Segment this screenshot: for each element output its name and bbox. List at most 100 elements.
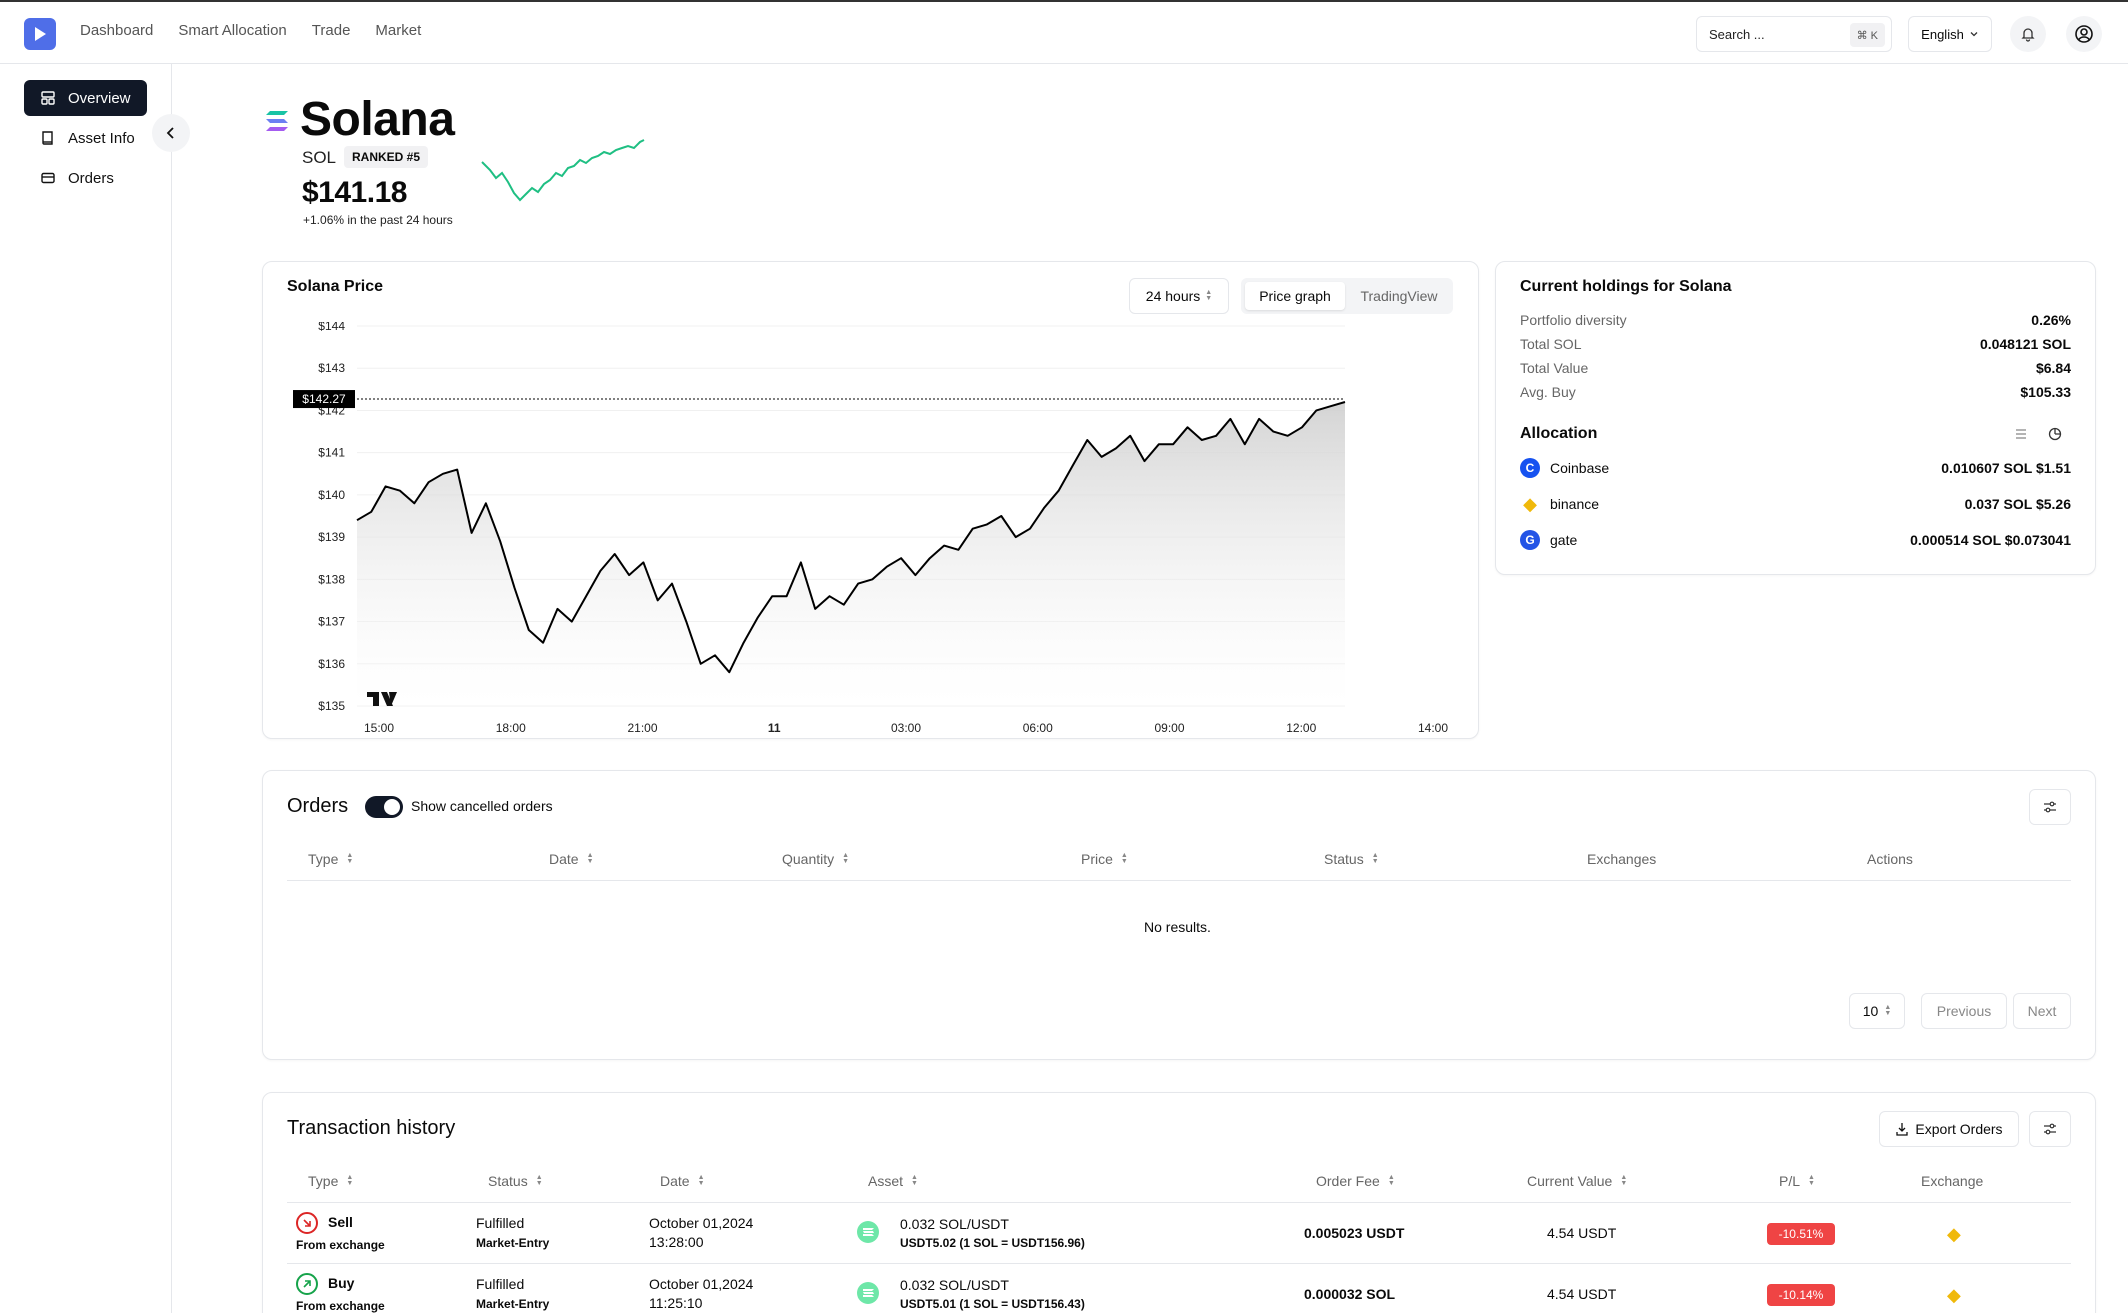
divider: [287, 1263, 2071, 1264]
language-select[interactable]: English: [1908, 16, 1992, 52]
chevron-down-icon: [1970, 32, 1978, 37]
history-title: Transaction history: [287, 1117, 456, 1139]
allocation-value: 0.010607 SOL $1.51: [1941, 460, 2071, 476]
col-quantity[interactable]: Quantity ▲ ▼: [782, 851, 850, 867]
price-chart[interactable]: $144$143$142$141$140$139$138$137$136$135…: [263, 322, 1478, 732]
range-label: 24 hours: [1145, 288, 1201, 304]
tx-time: 11:25:10: [649, 1295, 703, 1311]
export-label: Export Orders: [1915, 1121, 2003, 1137]
app-logo[interactable]: [24, 18, 56, 50]
next-page-button[interactable]: Next: [2013, 993, 2071, 1029]
col-status[interactable]: Status ▲ ▼: [1324, 851, 1379, 867]
y-tick-label: $136: [318, 657, 345, 671]
tx-date: October 01,2024: [649, 1215, 754, 1231]
orders-card: Orders Show cancelled orders Type ▲ ▼ Date…: [262, 770, 2096, 1060]
account-button[interactable]: [2066, 16, 2102, 52]
binance-icon: ◆: [1520, 494, 1540, 514]
tx-asset-sub: USDT5.02 (1 SOL = USDT156.96): [900, 1236, 1085, 1250]
list-view-icon[interactable]: [2014, 427, 2028, 441]
history-filter-button[interactable]: [2029, 1111, 2071, 1147]
nav-market[interactable]: Market: [375, 22, 422, 39]
x-tick-label: 15:00: [364, 721, 394, 732]
pie-view-icon[interactable]: [2048, 427, 2062, 441]
card-icon: [41, 172, 55, 184]
search-placeholder: Search ...: [1709, 26, 1765, 42]
tradingview-logo-icon: [367, 692, 397, 706]
sell-arrow-icon: [296, 1212, 318, 1234]
export-orders-button[interactable]: Export Orders: [1879, 1111, 2019, 1147]
rank-badge: RANKED #5: [344, 146, 429, 168]
range-select[interactable]: 24 hours ▲ ▼: [1129, 278, 1229, 314]
pl-badge: -10.51%: [1767, 1223, 1835, 1245]
empty-state: No results.: [1144, 919, 1211, 935]
nav-smart-allocation[interactable]: Smart Allocation: [178, 22, 287, 39]
current-price-tag: [293, 390, 355, 409]
sidebar-item-orders[interactable]: Orders: [24, 160, 147, 196]
col-price[interactable]: Price ▲ ▼: [1081, 851, 1128, 867]
play-logo-icon: [35, 27, 46, 41]
col-order-fee[interactable]: Order Fee ▲ ▼: [1316, 1173, 1395, 1189]
allocation-row-coinbase[interactable]: C Coinbase 0.010607 SOL $1.51: [1520, 456, 2071, 480]
sidebar-item-label: Orders: [68, 169, 114, 187]
col-type[interactable]: Type ▲ ▼: [308, 851, 354, 867]
col-pl[interactable]: P/L ▲ ▼: [1779, 1173, 1815, 1189]
nav-trade[interactable]: Trade: [311, 22, 351, 39]
tx-asset: 0.032 SOL/USDT: [900, 1277, 1009, 1293]
holding-value: $6.84: [2035, 360, 2071, 376]
allocation-value: 0.037 SOL $5.26: [1964, 496, 2071, 512]
tx-status: Fulfilled: [476, 1276, 525, 1292]
binance-icon: ◆: [1947, 1285, 1961, 1305]
exchange-name: binance: [1550, 496, 1600, 512]
divider: [287, 1202, 2071, 1203]
sidebar-item-overview[interactable]: Overview: [24, 80, 147, 116]
allocation-title: Allocation: [1520, 425, 1598, 442]
sidebar: Overview Asset Info Orders: [0, 64, 172, 1313]
tx-type-sub: From exchange: [296, 1299, 385, 1313]
gate-icon: G: [1520, 530, 1540, 550]
y-tick-label: $144: [318, 322, 345, 333]
tx-date: October 01,2024: [649, 1276, 754, 1292]
nav-dashboard[interactable]: Dashboard: [80, 22, 154, 39]
y-tick-label: $138: [318, 572, 345, 586]
page-size-select[interactable]: 10 ▲ ▼: [1849, 993, 1905, 1029]
allocation-value: 0.000514 SOL $0.073041: [1910, 532, 2071, 548]
col-date[interactable]: Date ▲ ▼: [549, 851, 594, 867]
allocation-row-gate[interactable]: G gate 0.000514 SOL $0.073041: [1520, 528, 2071, 552]
holding-label: Portfolio diversity: [1520, 312, 1627, 328]
holding-label: Avg. Buy: [1520, 384, 1576, 400]
notifications-button[interactable]: [2010, 16, 2046, 52]
top-nav: Dashboard Smart Allocation Trade Market: [80, 22, 421, 39]
y-tick-label: $140: [318, 488, 345, 502]
search-input[interactable]: Search ... ⌘ K: [1696, 16, 1892, 52]
x-tick-label: 09:00: [1154, 721, 1184, 732]
tab-tradingview[interactable]: TradingView: [1360, 288, 1438, 304]
binance-icon: ◆: [1947, 1224, 1961, 1244]
asset-price: $141.18: [302, 176, 407, 209]
asset-name: Solana: [300, 93, 455, 146]
show-cancelled-toggle[interactable]: [365, 796, 403, 818]
transaction-history-card: Transaction history Export Orders Type ▲ ▼…: [262, 1092, 2096, 1313]
holding-label: Total SOL: [1520, 336, 1582, 352]
col-asset[interactable]: Asset ▲ ▼: [868, 1173, 918, 1189]
y-tick-label: $137: [318, 615, 345, 629]
orders-filter-button[interactable]: [2029, 789, 2071, 825]
tx-status: Fulfilled: [476, 1215, 525, 1231]
price-line: [356, 401, 1346, 674]
buy-arrow-icon: [296, 1273, 318, 1295]
sidebar-item-asset-info[interactable]: Asset Info: [24, 120, 147, 156]
updown-icon: ▲ ▼: [1205, 289, 1213, 302]
holding-row-avg-buy: Avg. Buy $105.33: [1520, 384, 2071, 404]
tx-status-sub: Market-Entry: [476, 1236, 550, 1250]
holding-row-total-value: Total Value $6.84: [1520, 360, 2071, 380]
col-status[interactable]: Status ▲ ▼: [488, 1173, 543, 1189]
collapse-sidebar-button[interactable]: [152, 114, 190, 152]
allocation-row-binance[interactable]: ◆ binance 0.037 SOL $5.26: [1520, 492, 2071, 516]
col-current-value[interactable]: Current Value ▲ ▼: [1527, 1173, 1628, 1189]
tx-asset: 0.032 SOL/USDT: [900, 1216, 1009, 1232]
col-type[interactable]: Type ▲ ▼: [308, 1173, 354, 1189]
tab-price-graph[interactable]: Price graph: [1245, 282, 1345, 310]
orders-title: Orders: [287, 795, 349, 817]
previous-page-button[interactable]: Previous: [1921, 993, 2007, 1029]
divider: [287, 880, 2071, 881]
col-date[interactable]: Date ▲ ▼: [660, 1173, 705, 1189]
